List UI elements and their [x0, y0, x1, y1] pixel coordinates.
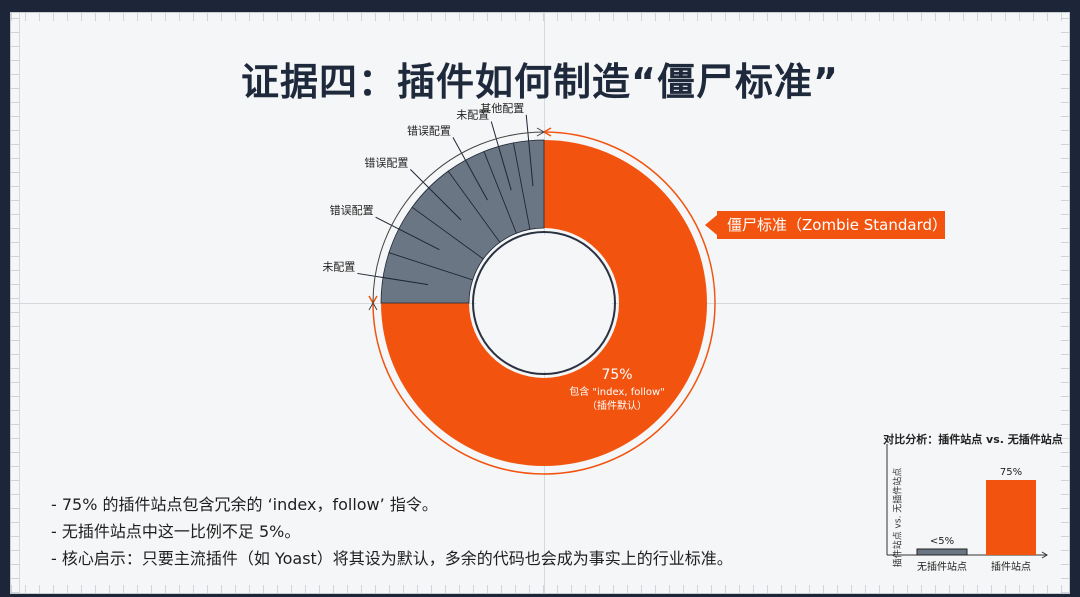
bullet-item: - 无插件站点中这一比例不足 5%。 [51, 522, 301, 541]
slice-leader-line [452, 137, 488, 201]
slide-title: 证据四：插件如何制造“僵尸标准” [241, 60, 839, 104]
bullet-list: - 75% 的插件站点包含冗余的 ‘index，follow’ 指令。 - 无插… [51, 491, 733, 572]
bar-category-label: 插件站点 [991, 560, 1031, 573]
donut-inner-ring [472, 231, 616, 375]
grey-bracket-arc [372, 131, 545, 304]
slice-label: 其他配置 [480, 102, 524, 115]
zombie-standard-callout: 僵尸标准（Zombie Standard） [705, 211, 947, 239]
bar-mark [916, 548, 968, 556]
slice-leader-line [357, 272, 429, 286]
bar-mark [986, 480, 1036, 555]
donut-annotation-line: （插件默认） [587, 399, 647, 412]
grey-arrowhead [536, 127, 546, 137]
slice-label: 错误配置 [330, 203, 374, 217]
slice-label: 未配置 [456, 109, 489, 122]
donut-annotation-line: 包含 "index, follow" [569, 385, 665, 398]
slice-leader-line [375, 216, 440, 251]
comparison-chart-title: 对比分析：插件站点 vs. 无插件站点 [883, 433, 1063, 446]
grey-arrowhead [368, 301, 378, 311]
bullet-item: - 75% 的插件站点包含冗余的 ‘index，follow’ 指令。 [51, 495, 438, 514]
comparison-chart-ylabel: 插件站点 vs. 无插件站点 [893, 467, 904, 568]
ruler-bottom [11, 585, 1069, 593]
bar-data-label: <5% [930, 536, 954, 547]
bar-category-label: 无插件站点 [917, 560, 967, 573]
slice-leader-line [490, 121, 512, 191]
slide: 证据四：插件如何制造“僵尸标准” 未配置 错误配置 错误配置 错误配置 未配置 其他配置 7… [10, 12, 1070, 594]
donut-hole [476, 235, 612, 371]
bullet-item: - 核心启示：只要主流插件（如 Yoast）将其设为默认，多余的代码也会成为事实… [51, 549, 733, 568]
slice-label: 未配置 [322, 260, 355, 273]
slice-leader-line [410, 169, 462, 221]
bar-data-label: 75% [1000, 467, 1022, 478]
donut-value-label: 75% [601, 367, 632, 383]
donut-slice [381, 140, 707, 466]
ruler-top [11, 13, 1069, 21]
orange-bracket-arc [372, 131, 716, 475]
slice-label: 错误配置 [364, 155, 408, 169]
bar-x-arrow [1041, 551, 1048, 559]
slice-leader-line [525, 114, 534, 187]
slice-label: 错误配置 [407, 123, 451, 137]
donut-slice [512, 139, 545, 230]
